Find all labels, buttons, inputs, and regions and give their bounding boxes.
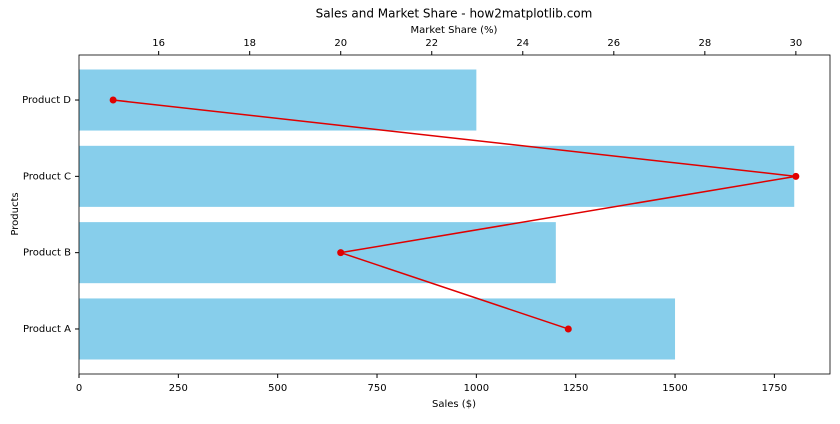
bar [79,298,676,360]
y-tick-label: Product B [23,248,71,259]
y-axis-label: Products [10,192,21,235]
x2-tick-label: 22 [425,38,438,49]
x-tick-label: 500 [268,383,287,394]
x-tick-label: 1500 [662,383,687,394]
y-tick-label: Product D [22,95,71,106]
x-axis-label: Sales ($) [432,399,476,410]
x-tick-label: 0 [76,383,82,394]
x2-tick-label: 16 [152,38,165,49]
plot-frame [78,54,831,375]
line [113,99,796,330]
bar [79,69,477,131]
x2-tick-label: 28 [698,38,711,49]
x2-tick-label: 30 [789,38,802,49]
x-tick-label: 250 [169,383,188,394]
x2-axis-label: Market Share (%) [411,25,498,36]
x-tick-label: 1250 [563,383,588,394]
x-tick-label: 1750 [762,383,787,394]
bar [79,222,556,284]
x-tick-label: 750 [367,383,386,394]
point [109,96,117,104]
x2-tick-label: 18 [243,38,256,49]
x2-tick-label: 26 [607,38,620,49]
point [792,172,800,180]
bar [79,145,795,207]
chart-title: Sales and Market Share - how2matplotlib.… [316,7,593,21]
point [337,249,345,257]
x-tick-label: 1000 [464,383,489,394]
y-tick-label: Product C [23,171,71,182]
point [564,325,572,333]
x2-tick-label: 20 [334,38,347,49]
y-tick-label: Product A [23,324,71,335]
x2-tick-label: 24 [516,38,529,49]
